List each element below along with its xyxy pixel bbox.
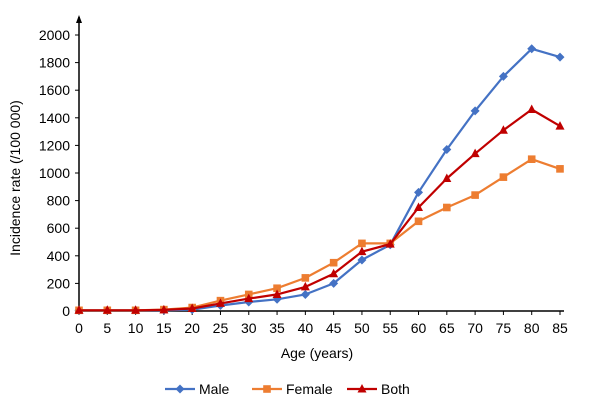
axes: 0 200 400 600 800 1000 1200 1400 1600 1800 2000 0 5 1…	[39, 15, 568, 336]
x-tick-label: 0	[75, 320, 83, 336]
x-tick-label: 35	[269, 320, 285, 336]
data-point-both	[470, 148, 480, 158]
x-tick-label: 15	[156, 320, 172, 336]
series-line-female	[79, 158, 561, 312]
series-both	[74, 104, 565, 314]
data-point-both	[244, 293, 254, 303]
legend: Male Female Both	[165, 381, 410, 397]
data-point-both	[300, 281, 310, 291]
x-tick-label: 65	[439, 320, 455, 336]
data-point-both	[74, 305, 84, 314]
series-male	[74, 44, 565, 315]
x-tick-label: 50	[354, 320, 370, 336]
x-tick-label: 20	[184, 320, 200, 336]
data-point-male	[470, 106, 480, 116]
data-point-female	[329, 258, 338, 267]
legend-item-female: Female	[252, 381, 333, 397]
legend-label: Male	[199, 381, 230, 397]
data-point-female	[527, 155, 536, 163]
legend-marker	[175, 384, 185, 394]
series-female	[75, 155, 564, 315]
legend-label: Both	[381, 381, 410, 397]
y-tick-label: 400	[47, 248, 71, 264]
data-point-both	[385, 239, 395, 248]
data-point-male	[527, 44, 537, 54]
legend-marker	[263, 385, 271, 393]
legend-label: Female	[286, 381, 333, 397]
data-point-both	[215, 298, 225, 307]
data-point-female	[471, 191, 479, 199]
series-layer	[74, 44, 565, 315]
legend-item-male: Male	[165, 381, 230, 397]
data-point-female	[556, 165, 564, 173]
x-tick-label: 60	[411, 320, 427, 336]
data-point-female	[443, 203, 451, 212]
x-tick-label: 70	[467, 320, 483, 336]
legend-item-both: Both	[347, 381, 410, 397]
data-point-female	[273, 284, 281, 293]
y-tick-label: 200	[47, 275, 71, 291]
x-tick-label: 45	[326, 320, 342, 336]
y-tick-label: 0	[62, 303, 70, 319]
data-point-both	[187, 303, 197, 313]
series-line-both	[79, 108, 561, 312]
data-point-male	[442, 145, 452, 155]
data-point-male	[498, 71, 508, 81]
data-point-male	[357, 255, 367, 265]
data-point-female	[358, 239, 366, 248]
data-point-both	[555, 121, 565, 130]
data-point-both	[498, 125, 508, 134]
data-point-male	[300, 289, 310, 299]
x-tick-label: 75	[496, 320, 512, 336]
y-tick-label: 2000	[39, 27, 70, 43]
data-point-male	[329, 278, 339, 288]
y-tick-label: 1200	[39, 137, 70, 153]
x-axis-title: Age (years)	[281, 345, 353, 361]
x-tick-label: 85	[552, 320, 568, 336]
y-tick-label: 1000	[39, 165, 70, 181]
data-point-female	[499, 173, 508, 181]
x-tick-label: 10	[128, 320, 144, 336]
y-tick-label: 1600	[39, 82, 70, 98]
data-point-both	[102, 305, 112, 314]
x-tick-label: 25	[213, 320, 229, 336]
data-point-both	[159, 304, 169, 314]
data-point-female	[414, 217, 423, 226]
x-tick-label: 80	[524, 320, 540, 336]
legend-marker	[357, 384, 367, 393]
data-point-both	[527, 104, 537, 114]
data-point-both	[131, 305, 141, 314]
y-tick-label: 1400	[39, 110, 70, 126]
x-tick-label: 30	[241, 320, 257, 336]
data-point-male	[555, 52, 565, 62]
data-point-both	[272, 289, 282, 298]
x-tick-label: 40	[298, 320, 314, 336]
y-tick-label: 800	[47, 193, 71, 209]
data-point-male	[414, 187, 424, 197]
x-tick-label: 5	[103, 320, 111, 336]
data-point-both	[329, 268, 339, 278]
x-tick-label: 55	[382, 320, 398, 336]
data-point-both	[357, 246, 367, 256]
data-point-both	[442, 173, 452, 183]
y-tick-label: 1800	[39, 55, 70, 71]
y-tick-label: 600	[47, 220, 71, 236]
y-axis-title: Incidence rate (/100 000)	[7, 100, 23, 256]
data-point-both	[414, 202, 424, 211]
y-axis-arrow	[76, 15, 82, 23]
data-point-female	[301, 274, 310, 282]
